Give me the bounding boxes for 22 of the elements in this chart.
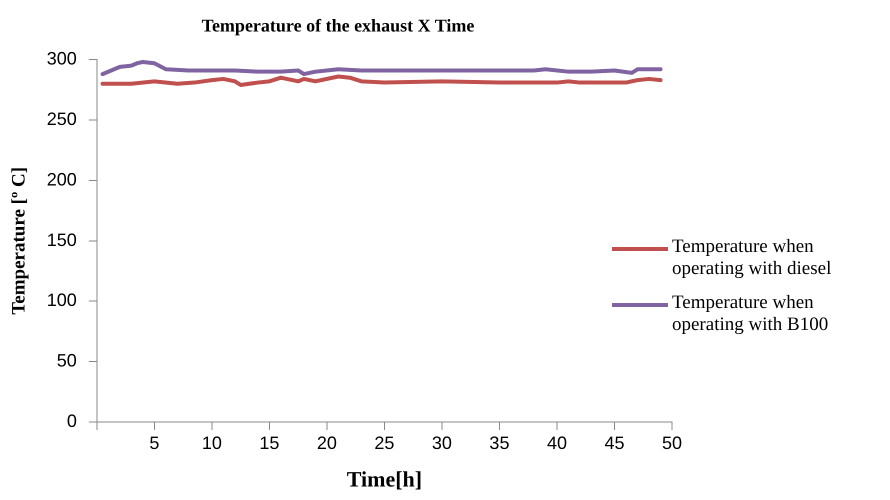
y-tick-label: 0 xyxy=(66,410,77,431)
legend-label: Temperature when operating with B100 xyxy=(672,292,830,336)
x-tick-label: 25 xyxy=(374,432,394,453)
x-tick-label: 20 xyxy=(316,432,337,453)
x-tick-label: 5 xyxy=(149,432,160,453)
y-axis-title: Temperature [º C] xyxy=(8,166,30,315)
legend-label: Temperature when operating with diesel xyxy=(672,236,832,280)
y-tick-label: 250 xyxy=(46,108,77,129)
y-tick-label: 150 xyxy=(46,230,77,250)
x-tick-label: 45 xyxy=(604,432,624,453)
chart-title: Temperature of the exhaust X Time xyxy=(202,15,474,36)
x-tick-label: 40 xyxy=(546,432,567,453)
x-tick-label: 35 xyxy=(489,432,510,453)
x-tick-label: 30 xyxy=(432,432,452,453)
y-tick-label: 200 xyxy=(46,169,77,190)
y-tick-label: 100 xyxy=(46,290,77,310)
y-tick-label: 300 xyxy=(46,48,77,69)
x-tick-label: 15 xyxy=(259,432,280,453)
x-axis-title: Time[h] xyxy=(346,466,422,492)
x-tick-label: 50 xyxy=(662,432,682,453)
x-tick-label: 10 xyxy=(202,432,222,453)
y-tick-label: 50 xyxy=(56,350,77,371)
